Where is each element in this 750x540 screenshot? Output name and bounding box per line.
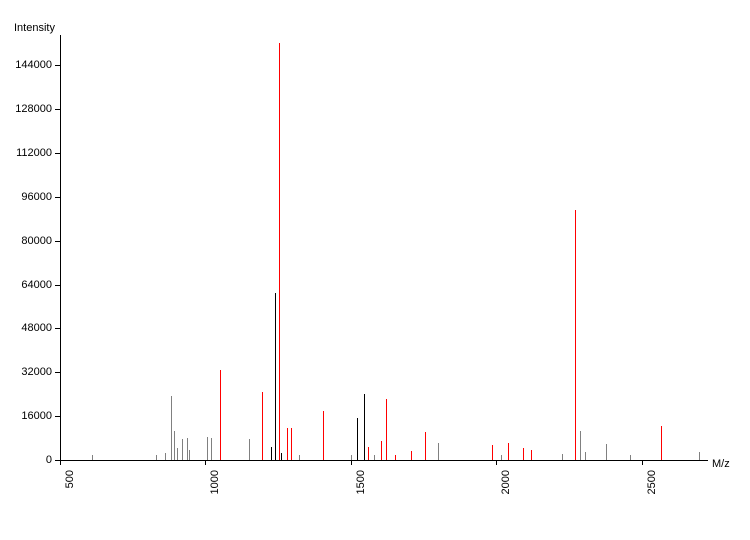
y-tick-mark: [55, 197, 60, 198]
x-tick-mark: [496, 460, 497, 465]
spectrum-peak: [585, 452, 586, 460]
spectrum-peak: [501, 455, 502, 460]
y-tick-mark: [55, 65, 60, 66]
x-tick-mark: [60, 460, 61, 465]
spectrum-peak: [187, 438, 188, 460]
spectrum-peak: [279, 43, 280, 460]
y-tick-label: 16000: [2, 410, 52, 422]
spectrum-peak: [531, 450, 532, 460]
spectrum-peak: [630, 455, 631, 460]
spectrum-peak: [661, 426, 662, 460]
spectrum-peak: [275, 293, 276, 460]
spectrum-peak: [211, 438, 212, 460]
spectrum-peak: [699, 452, 700, 460]
spectrum-peak: [174, 431, 175, 460]
spectrum-peak: [580, 431, 581, 460]
y-tick-label: 144000: [2, 59, 52, 71]
spectrum-peak: [220, 370, 221, 460]
x-tick-mark: [642, 460, 643, 465]
spectrum-peak: [364, 394, 365, 460]
spectrum-peak: [177, 448, 178, 460]
y-tick-mark: [55, 416, 60, 417]
spectrum-peak: [606, 444, 607, 460]
spectrum-peak: [207, 437, 208, 460]
spectrum-peak: [562, 454, 563, 460]
y-tick-label: 64000: [2, 279, 52, 291]
spectrum-peak: [351, 455, 352, 460]
spectrum-peak: [189, 450, 190, 460]
y-axis-title: Intensity: [14, 22, 55, 34]
y-tick-label: 48000: [2, 322, 52, 334]
spectrum-peak: [508, 443, 509, 460]
y-tick-mark: [55, 328, 60, 329]
spectrum-peak: [374, 455, 375, 460]
spectrum-peak: [425, 432, 426, 460]
x-tick-label: 1000: [209, 470, 221, 510]
spectrum-peak: [323, 411, 324, 460]
mass-spectrum-chart: Intensity M/z 0 16000 32000 48000 64000 80000…: [0, 0, 750, 540]
x-axis-line: [60, 460, 708, 461]
y-tick-mark: [55, 153, 60, 154]
spectrum-peak: [395, 455, 396, 460]
x-tick-label: 2000: [500, 470, 512, 510]
x-tick-label: 1500: [355, 470, 367, 510]
spectrum-peak: [171, 396, 172, 460]
x-tick-mark: [205, 460, 206, 465]
y-tick-label: 0: [2, 454, 52, 466]
y-tick-label: 112000: [2, 147, 52, 159]
spectrum-peak: [523, 448, 524, 460]
spectrum-peak: [92, 455, 93, 460]
y-tick-label: 80000: [2, 235, 52, 247]
y-axis-line: [60, 35, 61, 460]
spectrum-peak: [386, 399, 387, 460]
spectrum-peak: [271, 447, 272, 460]
spectrum-peak: [156, 455, 157, 460]
spectrum-peak: [575, 210, 576, 460]
y-tick-label: 32000: [2, 366, 52, 378]
spectrum-peak: [287, 428, 288, 460]
x-tick-label: 500: [64, 470, 76, 510]
spectrum-peak: [182, 439, 183, 460]
y-tick-mark: [55, 285, 60, 286]
spectrum-peak: [299, 455, 300, 460]
x-tick-mark: [351, 460, 352, 465]
y-tick-label: 128000: [2, 103, 52, 115]
spectrum-peak: [165, 453, 166, 460]
spectrum-peak: [262, 392, 263, 460]
spectrum-peak: [291, 428, 292, 460]
x-axis-title: M/z: [712, 458, 730, 470]
spectrum-peak: [357, 418, 358, 461]
spectrum-peak: [368, 447, 369, 460]
y-tick-mark: [55, 241, 60, 242]
spectrum-peak: [381, 441, 382, 460]
y-tick-label: 96000: [2, 191, 52, 203]
spectrum-peak: [438, 443, 439, 460]
y-tick-mark: [55, 372, 60, 373]
spectrum-peak: [249, 439, 250, 460]
spectrum-peak: [281, 453, 282, 460]
spectrum-peak: [492, 445, 493, 460]
x-tick-label: 2500: [646, 470, 658, 510]
y-tick-mark: [55, 109, 60, 110]
spectrum-peak: [411, 451, 412, 460]
